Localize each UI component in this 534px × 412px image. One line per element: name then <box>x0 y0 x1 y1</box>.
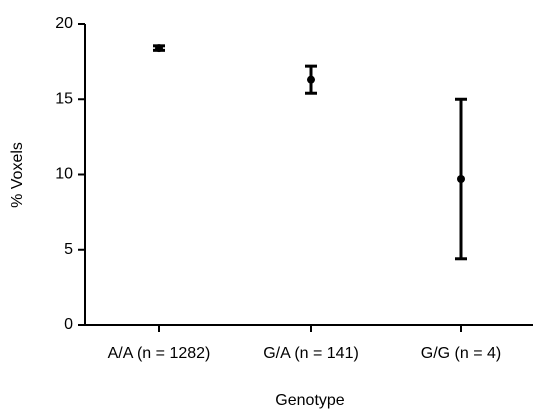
y-tick-label: 0 <box>64 316 73 333</box>
x-tick-label: G/G (n = 4) <box>421 345 501 362</box>
y-tick-label: 15 <box>55 90 73 107</box>
x-axis-label: Genotype <box>275 392 344 409</box>
y-axis-label: % Voxels <box>9 142 26 208</box>
y-tick-label: 5 <box>64 241 73 258</box>
point <box>307 75 315 84</box>
point <box>155 44 163 53</box>
x-tick-label: G/A (n = 141) <box>263 345 359 362</box>
x-tick-label: A/A (n = 1282) <box>108 345 211 362</box>
y-tick-label: 20 <box>55 15 73 32</box>
y-tick-label: 10 <box>55 166 73 183</box>
point <box>457 175 465 184</box>
